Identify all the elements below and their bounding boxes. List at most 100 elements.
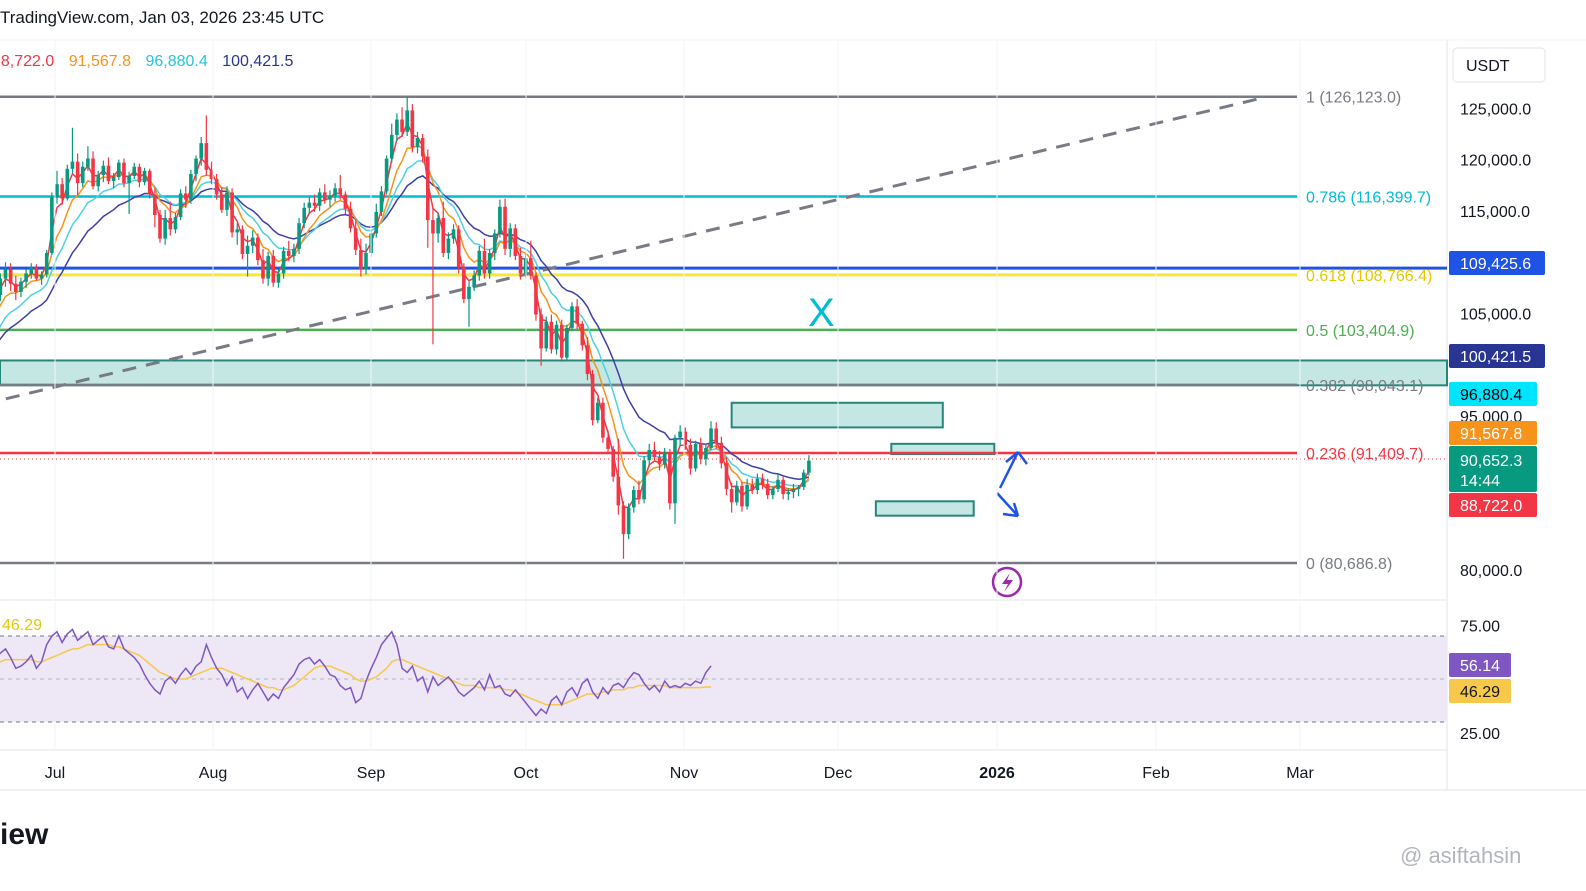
candle-body	[225, 192, 229, 210]
candle-body	[395, 119, 399, 135]
candle-body	[39, 274, 44, 279]
candle-body	[621, 505, 626, 535]
price-tag-bg	[1449, 344, 1545, 368]
x-tick-label: Nov	[670, 765, 698, 782]
candle	[364, 243, 368, 275]
candle	[91, 151, 95, 190]
candle-body	[374, 211, 379, 234]
price-tag-label: 109,425.6	[1460, 256, 1531, 273]
y-tick-label: 80,000.0	[1460, 563, 1522, 580]
candle	[132, 162, 137, 180]
candle-body	[559, 324, 564, 358]
price-tag-bg	[1449, 251, 1545, 275]
candle	[328, 190, 332, 207]
candle	[168, 201, 173, 236]
support-zone-main	[0, 359, 1448, 387]
candle-body	[565, 327, 569, 358]
candle	[14, 275, 18, 301]
ema-long-line	[0, 175, 810, 481]
candle-body	[194, 158, 198, 174]
candle	[194, 155, 198, 182]
candle	[183, 186, 188, 208]
price-tag: 91,567.8	[1449, 421, 1537, 445]
rsi-ma-bg	[1449, 679, 1511, 703]
candle	[544, 316, 549, 352]
candle	[714, 422, 718, 449]
candle-body	[729, 488, 734, 503]
candle-body	[307, 202, 312, 208]
candle-body	[760, 478, 765, 484]
candle-body	[595, 402, 600, 421]
currency-box	[1452, 47, 1546, 83]
candle-body	[389, 134, 394, 159]
candle-body	[158, 214, 162, 239]
candle-body	[539, 314, 543, 349]
candle-body	[302, 207, 306, 224]
candle-body	[317, 192, 322, 206]
rsi-value-label: 56.14	[1460, 658, 1500, 675]
price-tag: 109,425.6	[1449, 251, 1545, 275]
candle	[595, 397, 600, 424]
candle	[173, 212, 178, 234]
candle-body	[683, 431, 688, 445]
price-tag-bg	[1449, 493, 1537, 517]
candle-body	[745, 484, 749, 507]
candle	[585, 337, 590, 381]
candle	[451, 224, 456, 244]
candle	[693, 440, 698, 472]
candle-body	[508, 228, 512, 249]
candle-body	[379, 191, 384, 212]
legend-ema-long: 100,421.5	[222, 53, 294, 70]
candle-body	[117, 162, 121, 178]
candle-body	[472, 275, 476, 287]
candle-body	[384, 158, 389, 192]
candle-body	[209, 169, 214, 180]
candle-body	[750, 484, 755, 491]
fib-label-0.5: 0.5 (103,404.9)	[1306, 323, 1415, 340]
candle	[801, 469, 806, 491]
price-tag: 90,652.3 14:44	[1449, 446, 1537, 492]
candle	[750, 478, 755, 495]
candle-body	[323, 192, 327, 200]
candle	[158, 209, 162, 243]
candle	[642, 456, 646, 504]
candle	[353, 219, 358, 256]
candle-body	[91, 158, 95, 187]
candle-body	[106, 165, 111, 182]
candle-body	[245, 245, 250, 254]
candle-body	[786, 492, 791, 495]
rsi-line	[0, 628, 712, 717]
candle-body	[755, 478, 760, 491]
candle	[426, 149, 430, 248]
candle	[0, 273, 3, 302]
candle	[266, 251, 270, 286]
candle	[755, 473, 760, 495]
candle	[668, 448, 672, 510]
candle-body	[529, 258, 533, 276]
candle-body	[235, 229, 240, 233]
candle	[796, 484, 801, 497]
candle-body	[436, 218, 440, 234]
candle	[534, 272, 538, 321]
candle-body	[740, 485, 744, 507]
down-arrow-icon	[996, 492, 1020, 518]
candle	[323, 184, 327, 204]
candle-body	[312, 202, 317, 206]
candle-body	[127, 175, 131, 184]
candle-body	[189, 173, 193, 200]
candle-body	[709, 428, 713, 448]
candle-body	[292, 248, 296, 257]
candle-body	[724, 463, 729, 489]
candle-body	[271, 256, 276, 283]
candle-body	[50, 197, 54, 253]
candle-body	[719, 442, 724, 464]
candle	[307, 197, 312, 214]
candle	[611, 445, 615, 482]
candle-body	[601, 402, 605, 438]
price-tag: 88,722.0	[1449, 493, 1537, 517]
candle-body	[776, 479, 780, 489]
candle-body	[487, 252, 492, 274]
candle-body	[657, 457, 662, 465]
price-tag-label: 90,652.3	[1460, 453, 1522, 470]
